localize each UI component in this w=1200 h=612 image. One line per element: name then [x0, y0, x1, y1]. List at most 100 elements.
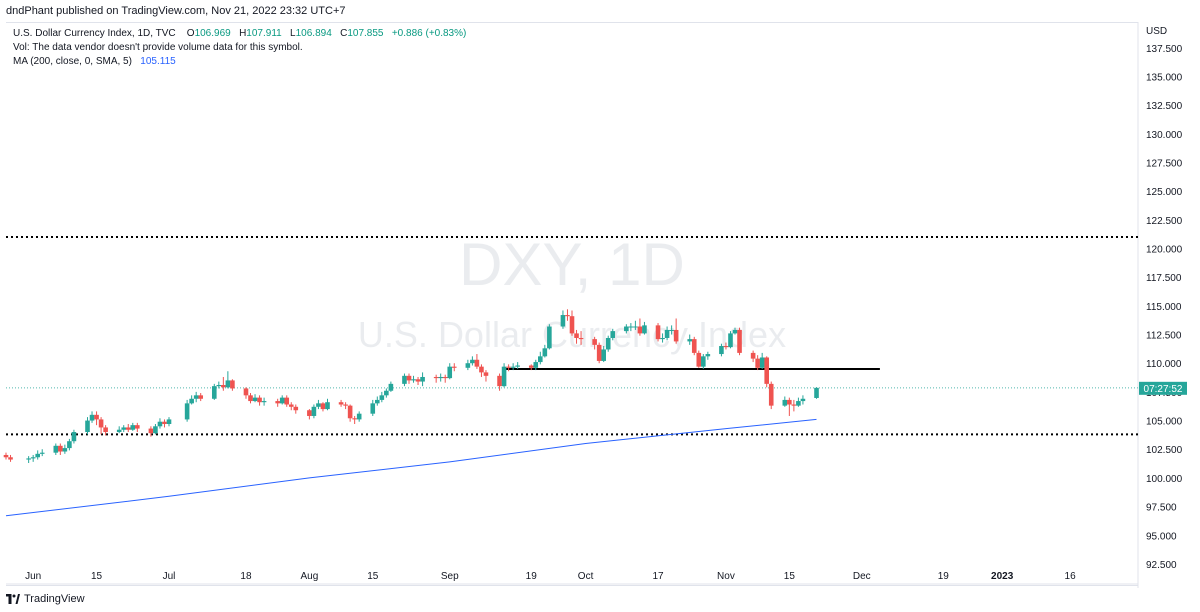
tradingview-logo-icon [6, 594, 20, 604]
candle [370, 399, 376, 416]
candle [465, 359, 471, 371]
candle [162, 419, 167, 428]
candle-body [307, 410, 312, 416]
volume-note[interactable]: Vol: The data vendor doesn't provide vol… [13, 42, 303, 53]
candle [230, 379, 235, 391]
candle-body [800, 398, 806, 402]
candle-body [288, 404, 294, 407]
candle-body [538, 356, 543, 363]
time-tick-label: Nov [717, 571, 735, 582]
time-tick-label: 15 [784, 571, 796, 582]
time-tick-label: 15 [367, 571, 379, 582]
candle-body [442, 376, 448, 379]
candle [85, 417, 90, 435]
candle-body [216, 385, 222, 387]
candle-body [71, 432, 77, 442]
candle-body [352, 418, 357, 420]
price-tick-label: 110.000 [1146, 359, 1182, 370]
published-info: dndPhant published on TradingView.com, N… [6, 5, 346, 17]
time-tick-label: 15 [91, 571, 103, 582]
price-tick-label: 137.500 [1146, 44, 1183, 55]
candle [121, 425, 127, 433]
candle-body [814, 387, 819, 398]
tradingview-brand[interactable]: TradingView [24, 593, 85, 605]
candle-body [637, 326, 643, 334]
chart-pane[interactable] [6, 22, 1138, 586]
candle [447, 363, 453, 380]
candle [71, 429, 77, 444]
candle [633, 320, 638, 330]
candle-body [560, 315, 566, 327]
candle-body [325, 402, 330, 410]
candle [3, 452, 9, 460]
candle [189, 395, 194, 405]
candle-body [451, 366, 457, 368]
candle-body [3, 454, 9, 458]
candle [528, 364, 534, 371]
candle [750, 350, 756, 363]
candle [664, 326, 670, 341]
candle-body [58, 445, 63, 452]
candle-body [130, 425, 136, 430]
candle-body [768, 383, 774, 406]
candle-body [497, 375, 502, 387]
time-tick-label: Aug [300, 571, 318, 582]
candle [320, 402, 326, 412]
legend-ma-row: MA (200, close, 0, SMA, 5) 105.115 [13, 55, 466, 69]
candle-body [764, 357, 770, 384]
time-tick-label: Dec [853, 571, 871, 582]
price-tick-label: 127.500 [1146, 159, 1183, 170]
candle-body [687, 339, 693, 342]
candle-body [406, 375, 412, 381]
candle-body [243, 388, 249, 396]
candle [148, 426, 154, 437]
candle [94, 411, 99, 426]
candle [216, 381, 222, 389]
candle-body [316, 403, 321, 407]
candle-body [479, 366, 484, 373]
candle [193, 391, 199, 403]
candle [782, 396, 788, 407]
candle [252, 394, 258, 403]
time-tick-label: 18 [240, 571, 252, 582]
candle-body [98, 419, 104, 428]
candle-body [728, 333, 733, 348]
price-axis-unit: USD [1146, 26, 1167, 37]
candle [225, 371, 231, 389]
candle [379, 391, 385, 403]
candle [628, 323, 634, 332]
candle [533, 359, 539, 371]
candle [58, 443, 63, 455]
candle [759, 352, 765, 369]
candle-body [157, 421, 163, 427]
candle [787, 397, 792, 416]
candle-body [483, 372, 489, 376]
candle-body [691, 339, 697, 353]
ma-label[interactable]: MA (200, close, 0, SMA, 5) [13, 56, 132, 67]
candle [8, 454, 13, 462]
candle-body [515, 365, 520, 367]
candle-body [279, 397, 285, 404]
candle-body [374, 399, 380, 404]
candle-body [284, 397, 290, 405]
price-tick-label: 122.500 [1146, 216, 1183, 227]
candle-body [533, 362, 539, 368]
candle-body [53, 445, 59, 453]
ohlc-close-label: C [340, 28, 348, 39]
candle-body [465, 363, 471, 368]
candle-body [596, 344, 602, 361]
candle-body [633, 326, 638, 328]
candle [343, 402, 348, 410]
candle [311, 404, 317, 419]
candle-body [356, 413, 362, 420]
legend-volume-row: Vol: The data vendor doesn't provide vol… [13, 41, 466, 55]
price-tick-label: 112.500 [1146, 331, 1182, 342]
candle-body [103, 427, 108, 433]
time-tick-label: 19 [938, 571, 950, 582]
candle [497, 373, 502, 391]
candle-body [320, 403, 326, 410]
symbol-title[interactable]: U.S. Dollar Currency Index, 1D, TVC [13, 28, 176, 39]
chart-legend: U.S. Dollar Currency Index, 1D, TVC O106… [13, 27, 466, 69]
candle [275, 398, 280, 407]
